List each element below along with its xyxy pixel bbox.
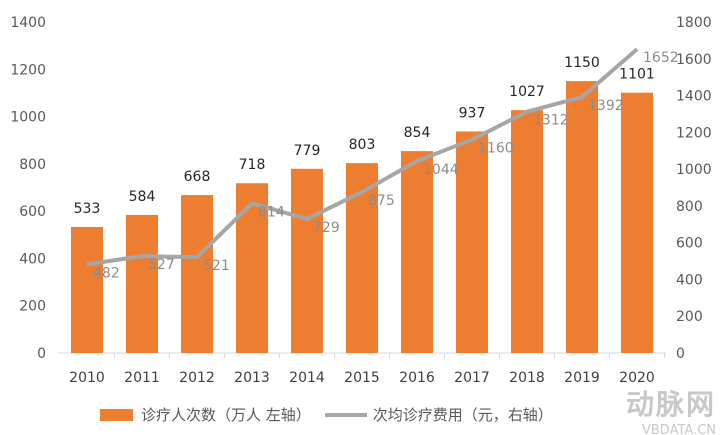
x-tick-label: 2011: [124, 370, 160, 386]
legend-swatch-bar: [100, 408, 133, 421]
x-tick-label: 2010: [69, 370, 105, 386]
bar-data-label: 584: [129, 189, 156, 205]
x-tick-label: 2014: [289, 370, 325, 386]
bar: [566, 81, 598, 353]
bar: [71, 226, 103, 353]
y-left-tick-label: 1000: [10, 110, 46, 126]
line-data-label: 1160: [478, 141, 514, 157]
line-data-label: 482: [93, 265, 120, 281]
y-right-tick-label: 1000: [676, 162, 712, 178]
x-tick-label: 2012: [179, 370, 215, 386]
bar: [621, 92, 653, 354]
line-data-label: 527: [148, 257, 175, 273]
y-right-tick-label: 600: [676, 236, 703, 252]
bar-data-label: 854: [404, 125, 431, 141]
y-left-tick-label: 800: [19, 157, 46, 173]
bar: [181, 195, 213, 353]
x-tick-label: 2019: [564, 370, 600, 386]
bar: [511, 110, 543, 353]
bar-data-label: 1101: [619, 67, 655, 83]
watermark-logo: 动脉网: [625, 388, 716, 421]
bar: [291, 168, 323, 353]
y-left-tick-label: 1200: [10, 62, 46, 78]
line-data-label: 521: [203, 258, 230, 274]
x-tick-label: 2017: [454, 370, 490, 386]
line-data-label: 1312: [533, 113, 569, 129]
y-left-tick-label: 0: [37, 346, 46, 362]
y-right-tick-label: 1800: [676, 15, 712, 31]
legend-label-bar: 诊疗人次数（万人 左轴）: [141, 406, 311, 424]
line-data-label: 1652: [643, 50, 679, 66]
x-tick-label: 2020: [619, 370, 655, 386]
y-right-tick-label: 0: [676, 346, 685, 362]
x-tick-label: 2018: [509, 370, 545, 386]
line-data-label: 1044: [423, 162, 459, 178]
x-tick-label: 2015: [344, 370, 380, 386]
legend-label-line: 次均诊疗费用（元，右轴）: [372, 406, 553, 424]
y-right-tick-label: 400: [676, 272, 703, 288]
bar-data-label: 668: [184, 169, 211, 185]
watermark: 动脉网 VBDATA.CN: [626, 383, 716, 435]
y-right-tick-label: 200: [676, 309, 703, 325]
line-data-label: 1392: [588, 98, 624, 114]
x-tick-label: 2016: [399, 370, 435, 386]
bar-data-label: 1027: [509, 84, 545, 100]
y-right-tick-label: 1400: [676, 89, 712, 105]
line-data-label: 729: [313, 220, 340, 236]
legend: 诊疗人次数（万人 左轴） 次均诊疗费用（元，右轴）: [100, 404, 553, 425]
bar: [126, 214, 158, 353]
bar: [456, 131, 488, 353]
bar: [346, 163, 378, 353]
bar-data-label: 779: [294, 143, 321, 159]
bar-data-label: 1150: [564, 55, 600, 71]
legend-swatch-line: [324, 412, 367, 417]
y-right-tick-label: 1600: [676, 52, 712, 68]
line-data-label: 875: [368, 193, 395, 209]
bar: [401, 151, 433, 353]
y-left-tick-label: 200: [19, 299, 46, 315]
y-left-tick-label: 600: [19, 204, 46, 220]
line-data-label: 814: [258, 204, 285, 220]
bar-data-label: 718: [239, 157, 266, 173]
y-right-tick-label: 800: [676, 199, 703, 215]
bar-data-label: 937: [459, 105, 486, 121]
bar-data-label: 803: [349, 137, 376, 153]
watermark-site: VBDATA.CN: [641, 423, 716, 435]
combo-chart: 0 200 400 600 800 1000 1200 1400 0 200 400 600 800 10…: [10, 15, 712, 386]
y-right-tick-label: 1200: [676, 125, 712, 141]
y-left-tick-label: 1400: [10, 15, 46, 31]
bar-data-label: 533: [74, 201, 101, 217]
y-left-tick-label: 400: [19, 251, 46, 267]
x-tick-label: 2013: [234, 370, 270, 386]
